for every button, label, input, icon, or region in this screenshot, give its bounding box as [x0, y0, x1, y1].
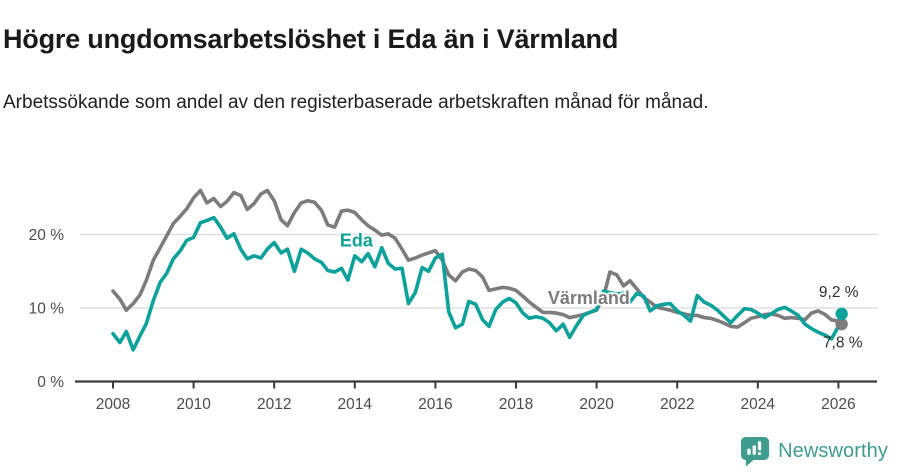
x-tick-label: 2024 — [741, 396, 776, 413]
eda-line-series — [111, 215, 844, 352]
newsworthy-logo-icon — [741, 437, 770, 467]
brand-footer: Newsworthy — [740, 436, 888, 467]
logo-bars — [747, 441, 762, 455]
x-tick-label: 2014 — [338, 396, 373, 413]
x-tick-label: 2016 — [418, 396, 452, 413]
brand-name: Newsworthy — [778, 440, 888, 462]
x-tick-label: 2020 — [579, 396, 614, 413]
varmland-end-value-label: 7,8 % — [823, 335, 863, 352]
varmland-series-label: Värmland — [548, 288, 630, 308]
x-tick-label: 2010 — [176, 396, 211, 413]
varmland-end-dot — [835, 317, 848, 331]
x-tick-label: 2018 — [499, 396, 533, 413]
x-axis: 2008 2010 2012 2014 2016 2018 2020 2022 2024 2026 — [75, 380, 877, 413]
chart-subtitle: Arbetssökande som andel av den registerb… — [3, 92, 709, 113]
x-tick-label: 2022 — [660, 396, 694, 413]
eda-end-dot — [835, 307, 848, 321]
x-tick-label: 2012 — [257, 396, 291, 413]
varmland-line-series — [111, 188, 844, 329]
eda-end-value-label: 9,2 % — [819, 284, 859, 301]
x-tick-label: 2008 — [96, 396, 130, 413]
chart-title: Högre ungdomsarbetslöshet i Eda än i Vär… — [3, 24, 619, 55]
x-tick-label: 2026 — [821, 396, 855, 413]
y-axis-label: 0 % — [37, 374, 64, 391]
eda-series-label: Eda — [340, 231, 374, 251]
y-axis-label: 10 % — [29, 301, 65, 318]
y-axis-labels: 0 % 10 % 20 % — [29, 227, 65, 391]
y-axis-label: 20 % — [29, 227, 65, 244]
